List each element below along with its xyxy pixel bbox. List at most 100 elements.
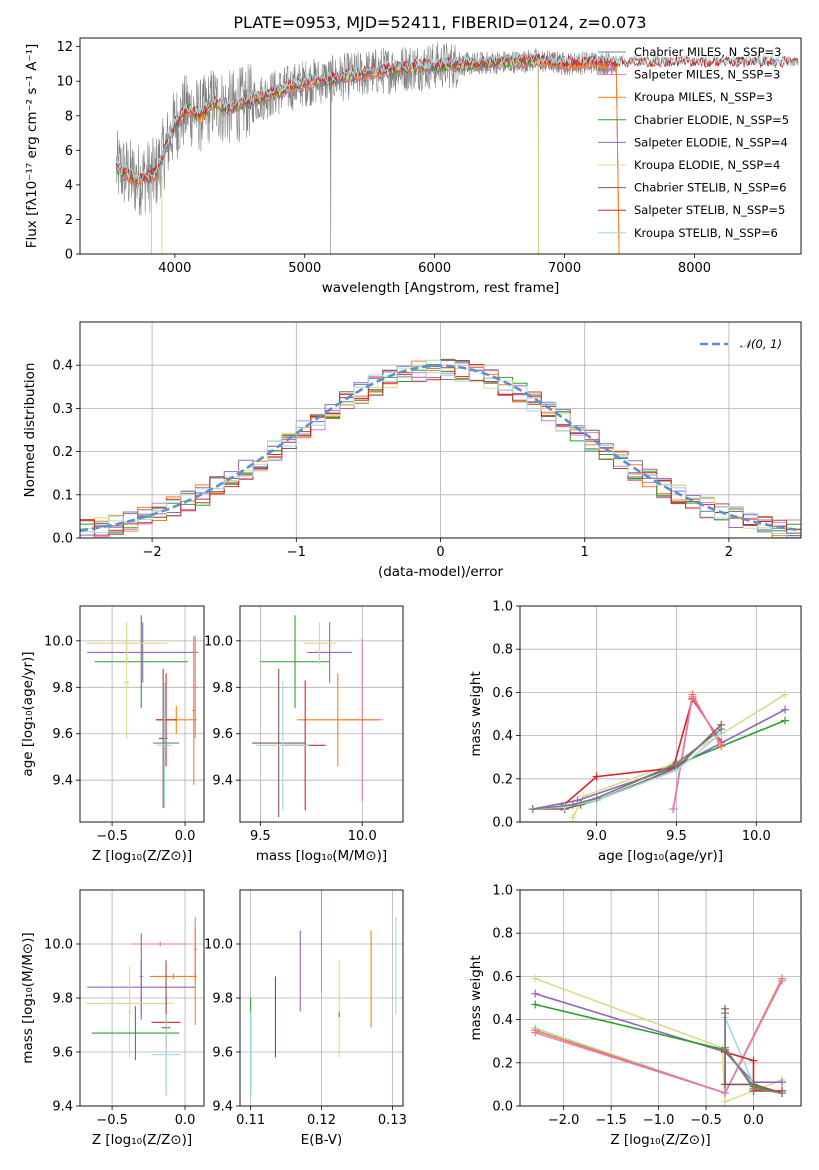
y-tick-label: 2 [65,213,73,228]
weight-line-kroupa_stelib [532,732,722,810]
weight-marker-kroupa_elodie [721,1097,730,1106]
y-tick-label: 1.0 [492,600,513,615]
model-line-chabrier_miles [116,57,620,254]
weight-marker-kroupa_elodie [781,690,790,699]
histogram-salpeter_stelib [80,364,801,536]
y-tick-label: 0.2 [52,445,73,460]
model-line-kroupa_miles [115,55,620,254]
model-line-salpeter_elodie [115,55,540,254]
legend-entry: Kroupa ELODIE, N_SSP=4 [634,158,780,172]
weight-marker-chabrier_miles [672,759,681,768]
legend-entry: Chabrier STELIB, N_SSP=6 [634,181,786,195]
x-tick-label: 10.0 [742,829,771,844]
x-tick-label: 8000 [678,261,711,276]
x-tick-label: −0.5 [690,1113,722,1128]
y-axis-label: mass weight [468,671,484,756]
weight-marker-chabrier_miles [721,1009,730,1018]
y-tick-label: 9.4 [52,1100,73,1115]
y-tick-label: 9.4 [212,1100,233,1115]
weight-marker-salpeter_stelib [592,772,601,781]
y-tick-label: 9.8 [212,681,233,696]
panel-age-vs-mass: 9.5 10.0 9.4 9.6 9.8 10.0 mass [log₁₀(M/M⊙)] [204,605,404,864]
weight-marker-chabrier_miles [749,1084,758,1093]
weight-marker-chabrier_elodie [531,1000,540,1009]
histogram-kroupa_stelib [80,359,801,538]
y-tick-label: 10.0 [204,634,233,649]
x-tick-label: 4000 [158,261,191,276]
plot-area-mass-vs-ebv [250,890,397,1098]
weight-marker-salpeter_miles [669,805,678,814]
weight-marker-kroupa_elodie [531,974,540,983]
weight-marker-kroupa_stelib [560,802,569,811]
axes-frame [239,605,404,823]
weight-marker-salpeter_elodie [531,989,540,998]
y-tick-label: 12 [56,40,73,55]
y-tick-label: 10.0 [44,938,73,953]
x-tick-label: 2 [725,545,733,560]
x-tick-label: 0.11 [236,1113,265,1128]
model-line-kroupa_stelib [116,51,799,182]
x-tick-label: 0.13 [378,1113,407,1128]
y-tick-label: 8 [65,109,73,124]
y-tick-label: 9.6 [212,1046,233,1061]
y-tick-label: 0.0 [492,1100,513,1115]
plot-area-mass-vs-z [85,917,197,1096]
panel-mass-vs-z: −0.5 0.0 9.4 9.6 9.8 10.0 Z [log₁₀(Z/Z⊙)] mass … [20,889,205,1148]
y-tick-label: 9.8 [52,992,73,1007]
x-tick-label: 9.5 [666,829,687,844]
plot-area-spectrum [115,42,799,254]
weight-marker-chabrier_miles [528,805,537,814]
x-tick-label: 0.12 [307,1113,336,1128]
weight-marker-salpeter_miles [778,976,787,985]
plot-area-age-vs-z [85,615,199,809]
legend-entry: Kroupa STELIB, N_SSP=6 [634,226,778,240]
x-axis-label: Z [log₁₀(Z/Z⊙)] [610,1132,710,1148]
y-tick-label: 0.2 [492,1056,513,1071]
y-tick-label: 9.8 [52,681,73,696]
weight-line-chabrier_miles [532,728,722,810]
y-tick-label: 0.6 [492,686,513,701]
weight-marker-chabrier_elodie [781,716,790,725]
panel-residuals: −2 −1 0 1 2 0.0 0.1 0.2 0.3 0.4 (data-model)/error… [22,321,802,580]
weight-line-kroupa_miles [672,692,722,810]
y-tick-label: 0.4 [492,729,513,744]
x-axis-label: E(B-V) [301,1132,343,1148]
y-tick-label: 1.0 [492,884,513,899]
y-tick-label: 0.8 [492,927,513,942]
y-axis-label: mass weight [468,955,484,1040]
x-tick-label: 9.0 [586,829,607,844]
panel-spectrum: 4000 5000 6000 7000 8000 0 2 4 6 8 10 12 wavelength … [24,37,802,296]
panel-age-vs-z: −0.5 0.0 9.4 9.6 9.8 10.0 Z [log₁₀(Z/Z⊙)] age [… [20,605,205,864]
y-tick-label: 0.1 [52,488,73,503]
weight-marker-chabrier_miles [717,725,726,734]
y-tick-label: 0.0 [492,816,513,831]
plot-area-residuals [80,358,801,538]
x-tick-label: 5000 [288,261,321,276]
weight-line-salpeter_elodie [532,708,786,810]
panel-weight-vs-z: −2.0 −1.5 −1.0 −0.5 0.0 0.0 0.2 0.4 0.6 0.8 1.0 Z [… [468,884,802,1148]
y-tick-label: 0.4 [52,359,73,374]
x-tick-label: −1.5 [595,1113,627,1128]
x-axis-label: (data-model)/error [378,564,504,580]
weight-marker-chabrier_stelib [721,1080,730,1089]
weight-line-kroupa_elodie [571,693,786,819]
x-tick-label: 9.5 [250,829,271,844]
weight-line-salpeter_stelib [532,697,722,810]
weight-marker-salpeter_miles [721,1089,730,1098]
plot-area-weight-vs-z [531,974,787,1106]
weight-marker-chabrier_miles [568,800,577,809]
legend-entry: Salpeter ELODIE, N_SSP=4 [634,135,788,149]
x-tick-label: −0.5 [96,1113,128,1128]
legend-entry: Chabrier ELODIE, N_SSP=5 [634,113,789,127]
y-tick-label: 0.0 [52,532,73,547]
x-axis-label: Z [log₁₀(Z/Z⊙)] [92,1132,192,1148]
y-tick-label: 9.6 [212,727,233,742]
x-axis-label: age [log₁₀(age/yr)] [598,848,723,864]
weight-marker-chabrier_miles [721,1043,730,1052]
y-axis-label: age [log₁₀(age/yr)] [20,651,36,776]
y-tick-label: 9.6 [52,727,73,742]
y-tick-label: 10.0 [44,634,73,649]
y-tick-label: 0.4 [492,1013,513,1028]
model-line-salpeter_miles [115,58,620,254]
